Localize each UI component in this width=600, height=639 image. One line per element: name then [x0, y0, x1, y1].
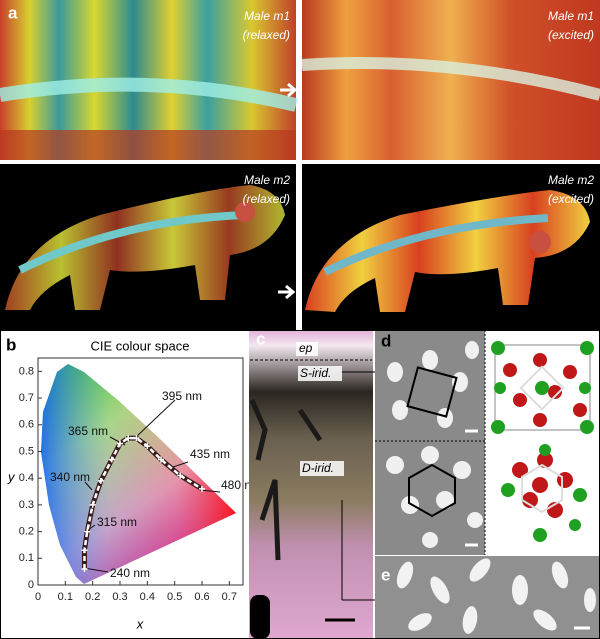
x-tick-label: 0.2: [85, 591, 100, 603]
photo-caption: (excited): [548, 192, 594, 206]
y-tick-label: 0.2: [19, 525, 34, 537]
y-axis-label: y: [7, 469, 16, 484]
panel-c: c ep S-irid. D-irid.: [249, 329, 375, 639]
marker: [177, 472, 184, 479]
x-tick-label: 0.7: [222, 591, 237, 603]
y-tick-label: 0: [28, 579, 34, 591]
y-tick-label: 0.7: [19, 392, 34, 404]
marker: [97, 477, 104, 484]
x-tick-label: 0.3: [112, 591, 127, 603]
y-tick-label: 0.1: [19, 552, 34, 564]
annotation: 315 nm: [97, 515, 137, 529]
y-tick-label: 0.5: [19, 445, 34, 457]
y-tick-label: 0.3: [19, 499, 34, 511]
panel-label: c: [256, 329, 265, 348]
photo-caption: Male m2: [548, 173, 594, 187]
x-tick-label: 0.6: [194, 591, 209, 603]
marker: [108, 456, 115, 463]
panel-e: e: [375, 556, 600, 639]
photo-caption: (excited): [548, 28, 594, 42]
marker: [89, 501, 96, 508]
panel-b: b CIE colour space x y 395 nm 365 nm 435…: [6, 335, 261, 631]
photo-caption: (relaxed): [243, 28, 290, 42]
micrograph: [249, 330, 373, 639]
marker: [199, 485, 205, 492]
marker: [84, 528, 91, 535]
x-tick-label: 0.1: [58, 591, 73, 603]
marker: [125, 435, 132, 442]
photo-caption: Male m1: [548, 9, 594, 23]
y-tick-label: 0.4: [19, 472, 34, 484]
layer-label: ep: [299, 341, 313, 355]
crystal-model: [491, 341, 594, 542]
photo-caption: Male m2: [244, 173, 290, 187]
panel-label: a: [8, 3, 18, 22]
annotation: 395 nm: [162, 389, 202, 403]
photo-caption: (relaxed): [243, 192, 290, 206]
panel-label: e: [381, 565, 390, 584]
chart-title: CIE colour space: [91, 338, 190, 353]
panel-a: a Male m1 (relaxed) Male m1 (excited) Ma…: [0, 0, 600, 330]
annotation: 365 nm: [68, 424, 108, 438]
marker: [158, 456, 164, 463]
layer-label: S-irid.: [300, 366, 331, 380]
y-tick-label: 0.6: [19, 419, 34, 431]
panel-d: d: [375, 330, 600, 555]
annotation: 340 nm: [50, 470, 90, 484]
marker: [133, 435, 140, 442]
panel-label: d: [381, 331, 391, 350]
x-tick-label: 0.5: [167, 591, 182, 603]
panel-label: b: [6, 335, 16, 354]
plot-frame: [37, 357, 244, 586]
x-tick-label: 0: [35, 591, 41, 603]
marker: [81, 565, 88, 572]
annotation: 435 nm: [190, 447, 230, 461]
x-tick-label: 0.4: [140, 591, 155, 603]
layer-label: D-irid.: [302, 461, 334, 475]
x-axis-label: x: [136, 616, 144, 631]
marker: [81, 547, 88, 554]
photo-caption: Male m1: [244, 9, 290, 23]
marker: [144, 443, 151, 450]
marker: [117, 440, 123, 447]
y-tick-label: 0.8: [19, 365, 34, 377]
annotation: 240 nm: [110, 566, 150, 580]
